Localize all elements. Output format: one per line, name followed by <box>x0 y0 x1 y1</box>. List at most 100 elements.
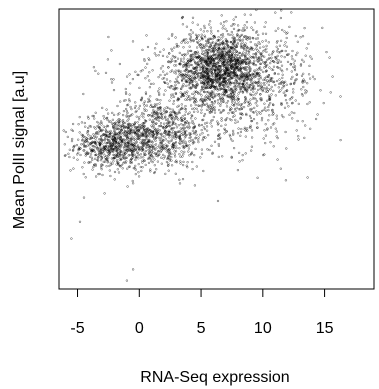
data-point <box>222 87 226 90</box>
data-point <box>195 165 198 168</box>
data-point <box>252 52 255 56</box>
data-point <box>96 125 99 128</box>
data-point <box>136 121 139 124</box>
data-point <box>207 78 211 81</box>
data-point <box>238 90 241 93</box>
data-point <box>167 85 170 89</box>
data-point <box>200 105 203 108</box>
data-point <box>180 107 183 111</box>
data-point <box>78 131 81 134</box>
data-point <box>189 86 192 89</box>
data-point <box>118 130 121 134</box>
data-point <box>168 115 171 118</box>
data-point <box>93 134 96 138</box>
data-point <box>107 148 110 152</box>
data-point <box>212 59 216 63</box>
data-point <box>149 82 153 86</box>
data-point <box>166 133 170 136</box>
data-point <box>233 23 236 26</box>
data-point <box>308 77 312 80</box>
data-point <box>293 67 296 70</box>
data-point <box>171 143 175 147</box>
data-point <box>285 89 289 92</box>
data-point <box>97 125 100 128</box>
data-point <box>114 146 118 149</box>
data-point <box>104 71 108 75</box>
data-point <box>178 147 181 150</box>
data-point <box>147 114 150 117</box>
data-point <box>82 196 86 199</box>
data-point <box>172 122 175 126</box>
data-point <box>166 117 169 121</box>
data-point <box>266 128 269 131</box>
data-point <box>261 54 264 58</box>
data-point <box>232 42 235 45</box>
data-point <box>143 58 146 61</box>
data-point <box>71 129 75 133</box>
data-point <box>278 90 281 94</box>
data-point <box>148 79 151 82</box>
data-point <box>186 112 190 116</box>
data-point <box>287 105 290 108</box>
data-point <box>244 152 247 155</box>
data-point <box>108 120 111 123</box>
data-point <box>207 69 211 73</box>
data-point <box>227 88 230 92</box>
data-point <box>86 115 90 118</box>
data-point <box>145 109 148 112</box>
data-point <box>116 104 119 108</box>
data-point <box>213 46 216 50</box>
data-point <box>213 99 217 103</box>
data-point <box>78 220 82 223</box>
data-point <box>169 70 172 73</box>
data-point <box>256 126 259 129</box>
data-point <box>110 78 113 81</box>
data-point <box>313 77 316 81</box>
data-point <box>196 83 199 86</box>
data-point <box>84 176 87 179</box>
data-point <box>77 146 81 149</box>
data-point <box>168 136 171 139</box>
data-point <box>229 90 232 93</box>
data-point <box>339 95 342 98</box>
data-point <box>143 151 146 154</box>
data-point <box>244 62 248 65</box>
data-point <box>185 92 188 95</box>
data-point <box>148 138 151 142</box>
data-point <box>280 114 284 117</box>
data-point <box>84 152 87 155</box>
data-point <box>185 25 189 28</box>
data-point <box>110 131 113 135</box>
data-point <box>187 83 190 87</box>
data-point <box>239 116 242 119</box>
data-point <box>233 114 236 117</box>
data-point <box>265 99 269 102</box>
data-point <box>189 58 192 61</box>
data-point <box>281 76 284 80</box>
data-point <box>264 123 267 126</box>
data-point <box>122 162 125 165</box>
data-point <box>188 126 191 129</box>
data-point <box>261 40 264 43</box>
data-point <box>171 128 174 131</box>
data-point <box>188 81 192 84</box>
data-point <box>199 133 202 136</box>
data-point <box>96 148 99 151</box>
data-point <box>228 109 232 112</box>
data-point <box>114 154 118 158</box>
data-point <box>240 89 243 92</box>
data-point <box>181 119 184 123</box>
data-point <box>129 105 132 109</box>
data-point <box>244 60 247 64</box>
data-point <box>134 156 137 160</box>
data-point <box>233 90 236 94</box>
data-point <box>233 53 237 57</box>
data-point <box>290 55 294 58</box>
data-point <box>198 65 202 69</box>
data-point <box>231 111 234 114</box>
data-point <box>245 81 249 85</box>
data-point <box>217 78 221 81</box>
data-point <box>207 46 211 49</box>
data-point <box>230 71 234 74</box>
data-point <box>224 27 227 30</box>
